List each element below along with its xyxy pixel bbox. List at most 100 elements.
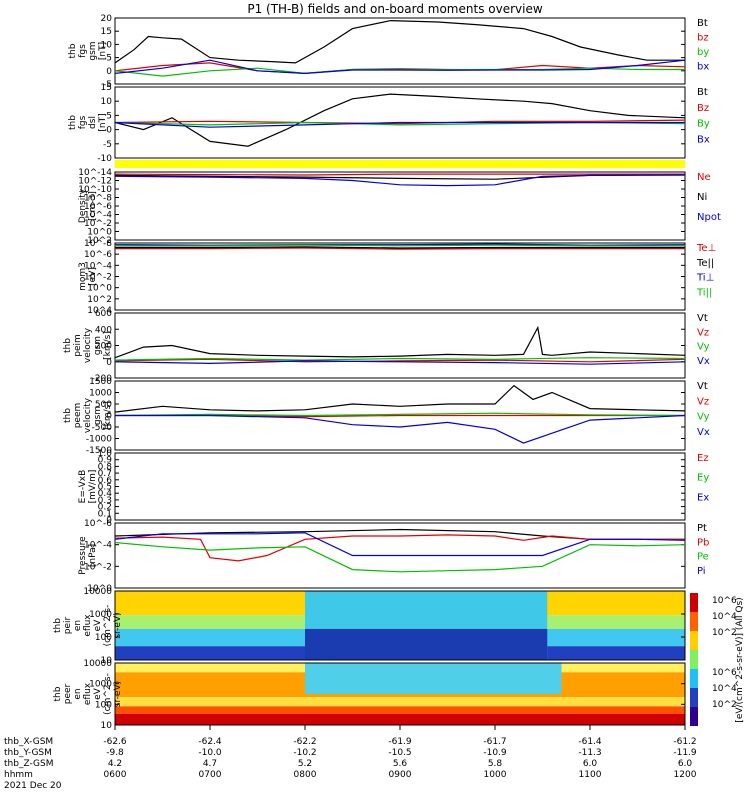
y-label-line: Density [78,188,88,223]
x-tick-label: 5.6 [393,759,408,769]
y-label-line: velocity [83,327,93,363]
legend-entry: Ni [697,192,707,203]
series-line-Vx [114,360,686,365]
x-tick-label: 6.0 [678,759,693,769]
y-label-line: en [73,620,83,631]
legend-entry: Te⊥ [696,243,716,254]
y-tick-label: 1000 [89,680,112,690]
y-tick-label: 10^-12 [78,177,112,187]
y-tick-label: 1000 [89,610,112,620]
series-line-Pi [114,532,686,557]
y-tick-label: 15 [101,83,112,93]
series-line-Bt [114,93,686,147]
panel-fgs-gsm: -5 0 5 10 15 20 thb fgs gsm [nT] Bt bz by bx [68,14,709,90]
y-tick-label: 10^0 [87,584,112,594]
x-row-name: hhmm [4,770,33,780]
y-tick-label: 0.1 [98,509,112,519]
legend-entry: Bt [697,18,708,29]
series-line-Vy [114,412,686,417]
x-row-name: thb_Z-GSM [4,759,53,769]
y-tick-label: 20 [101,14,113,24]
y-label-line: velocity [83,397,93,433]
legend-entry: Npot [697,212,721,223]
y-tick-label: 10^-4 [84,541,112,551]
y-tick-label: 200 [95,342,112,352]
y-tick-label: 100 [95,633,112,643]
x-tick-label: -11.9 [673,748,697,758]
y-tick-label: 1500 [89,377,112,387]
y-label-line: eflux [83,614,93,637]
x-tick-label: 1100 [579,770,602,780]
y-tick-label: 10^-6 [84,202,112,212]
y-label-line: Pressure [78,536,88,575]
colorbar-tick-label: 10^2 [712,700,737,710]
y-label-line: peim [73,334,83,357]
y-tick-label: 0.5 [98,483,112,493]
y-tick-label: 10 [101,656,113,666]
y-tick-label: -200 [92,374,113,384]
x-tick-label: 0900 [389,770,412,780]
legend-entry: Pt [697,523,707,534]
y-label-line: thb [68,115,78,130]
x-tick-label: -62.4 [198,737,222,747]
y-tick-label: 10^0 [87,284,112,294]
colorbar-segment [690,669,698,688]
panel-efield: 00.10.20.30.40.50.60.70.80.91.0 E=-VxB [mV… [78,449,709,526]
figure-title: P1 (TH-B) fields and on-board moments ov… [247,2,543,16]
series-line-Ti⊥ [114,243,686,246]
y-axis-label: thb peer en eflux eV (cm^2-s-sr-eV) [53,673,123,715]
y-label-line: dsl [88,116,98,129]
x-tick-label: -10.5 [388,748,411,758]
colorbar-segment [690,707,698,726]
y-tick-label: -10 [97,154,112,164]
y-label-line: (cm^2-s- [103,673,113,715]
y-tick-label: 10^-6 [84,519,112,529]
x-axis-labels: thb_X-GSM -62.6 -62.4 -62.2 -61.9 -61.7 -61.4-… [4,725,697,791]
x-tick-label: -61.9 [388,737,412,747]
y-label-line: gsm [93,406,103,425]
y-tick-label: -5 [103,80,112,90]
y-tick-label: 0.2 [98,503,112,513]
x-tick-label: 5.2 [298,759,312,769]
panel-frame [114,171,686,241]
y-label-line: [cm-3] [88,191,98,221]
series-line-Vt [114,325,686,359]
y-tick-label: 10 [101,97,113,107]
y-tick-label: 10^4 [87,306,112,316]
colorbar-segment [690,631,698,650]
x-tick-label: -9.8 [106,748,124,758]
spectrogram-band [115,697,685,707]
y-label-line: [nT] [98,42,108,60]
series-line-Te⊥ [115,247,685,250]
y-tick-label: 0 [106,412,112,422]
y-axis-label: E=-VxB [mV/m] [78,470,98,504]
y-tick-label: 0.3 [98,496,112,506]
y-label-line: peir [63,616,73,634]
y-tick-label: 10^2 [87,236,112,246]
series-line-Bt [114,19,685,64]
legend-entry: Bt [697,87,708,98]
legend-entry: Ez [697,453,709,464]
y-tick-label: 10^-14 [78,168,112,178]
y-label-line: fgs [78,115,88,129]
panel-peir-spectrogram: 10 100 1000 10000 thb peir en eflux eV (cm^2-s-sr… [53,587,737,666]
y-tick-label: 400 [95,325,112,335]
series-line-Ne [114,173,685,176]
series-line-Vt [114,384,686,413]
y-label-line: thb [53,618,63,633]
x-tick-label: -62.6 [103,737,127,747]
legend-entry: by [697,47,709,58]
y-tick-label: 0 [106,358,112,368]
y-tick-label: 1000 [89,389,112,399]
y-label-line: gsm [88,41,98,60]
y-label-line: thb [53,686,63,701]
y-tick-label: 0 [106,67,112,77]
y-tick-label: 10^2 [87,295,112,305]
series-line-Pt [114,528,685,540]
y-axis-label: thb fgs dsl [nT] [68,113,108,131]
y-label-line: [nT] [98,113,108,131]
x-tick-label: 4.7 [203,759,217,769]
y-tick-label: 100 [95,700,112,710]
y-tick-label: 5 [106,111,112,121]
